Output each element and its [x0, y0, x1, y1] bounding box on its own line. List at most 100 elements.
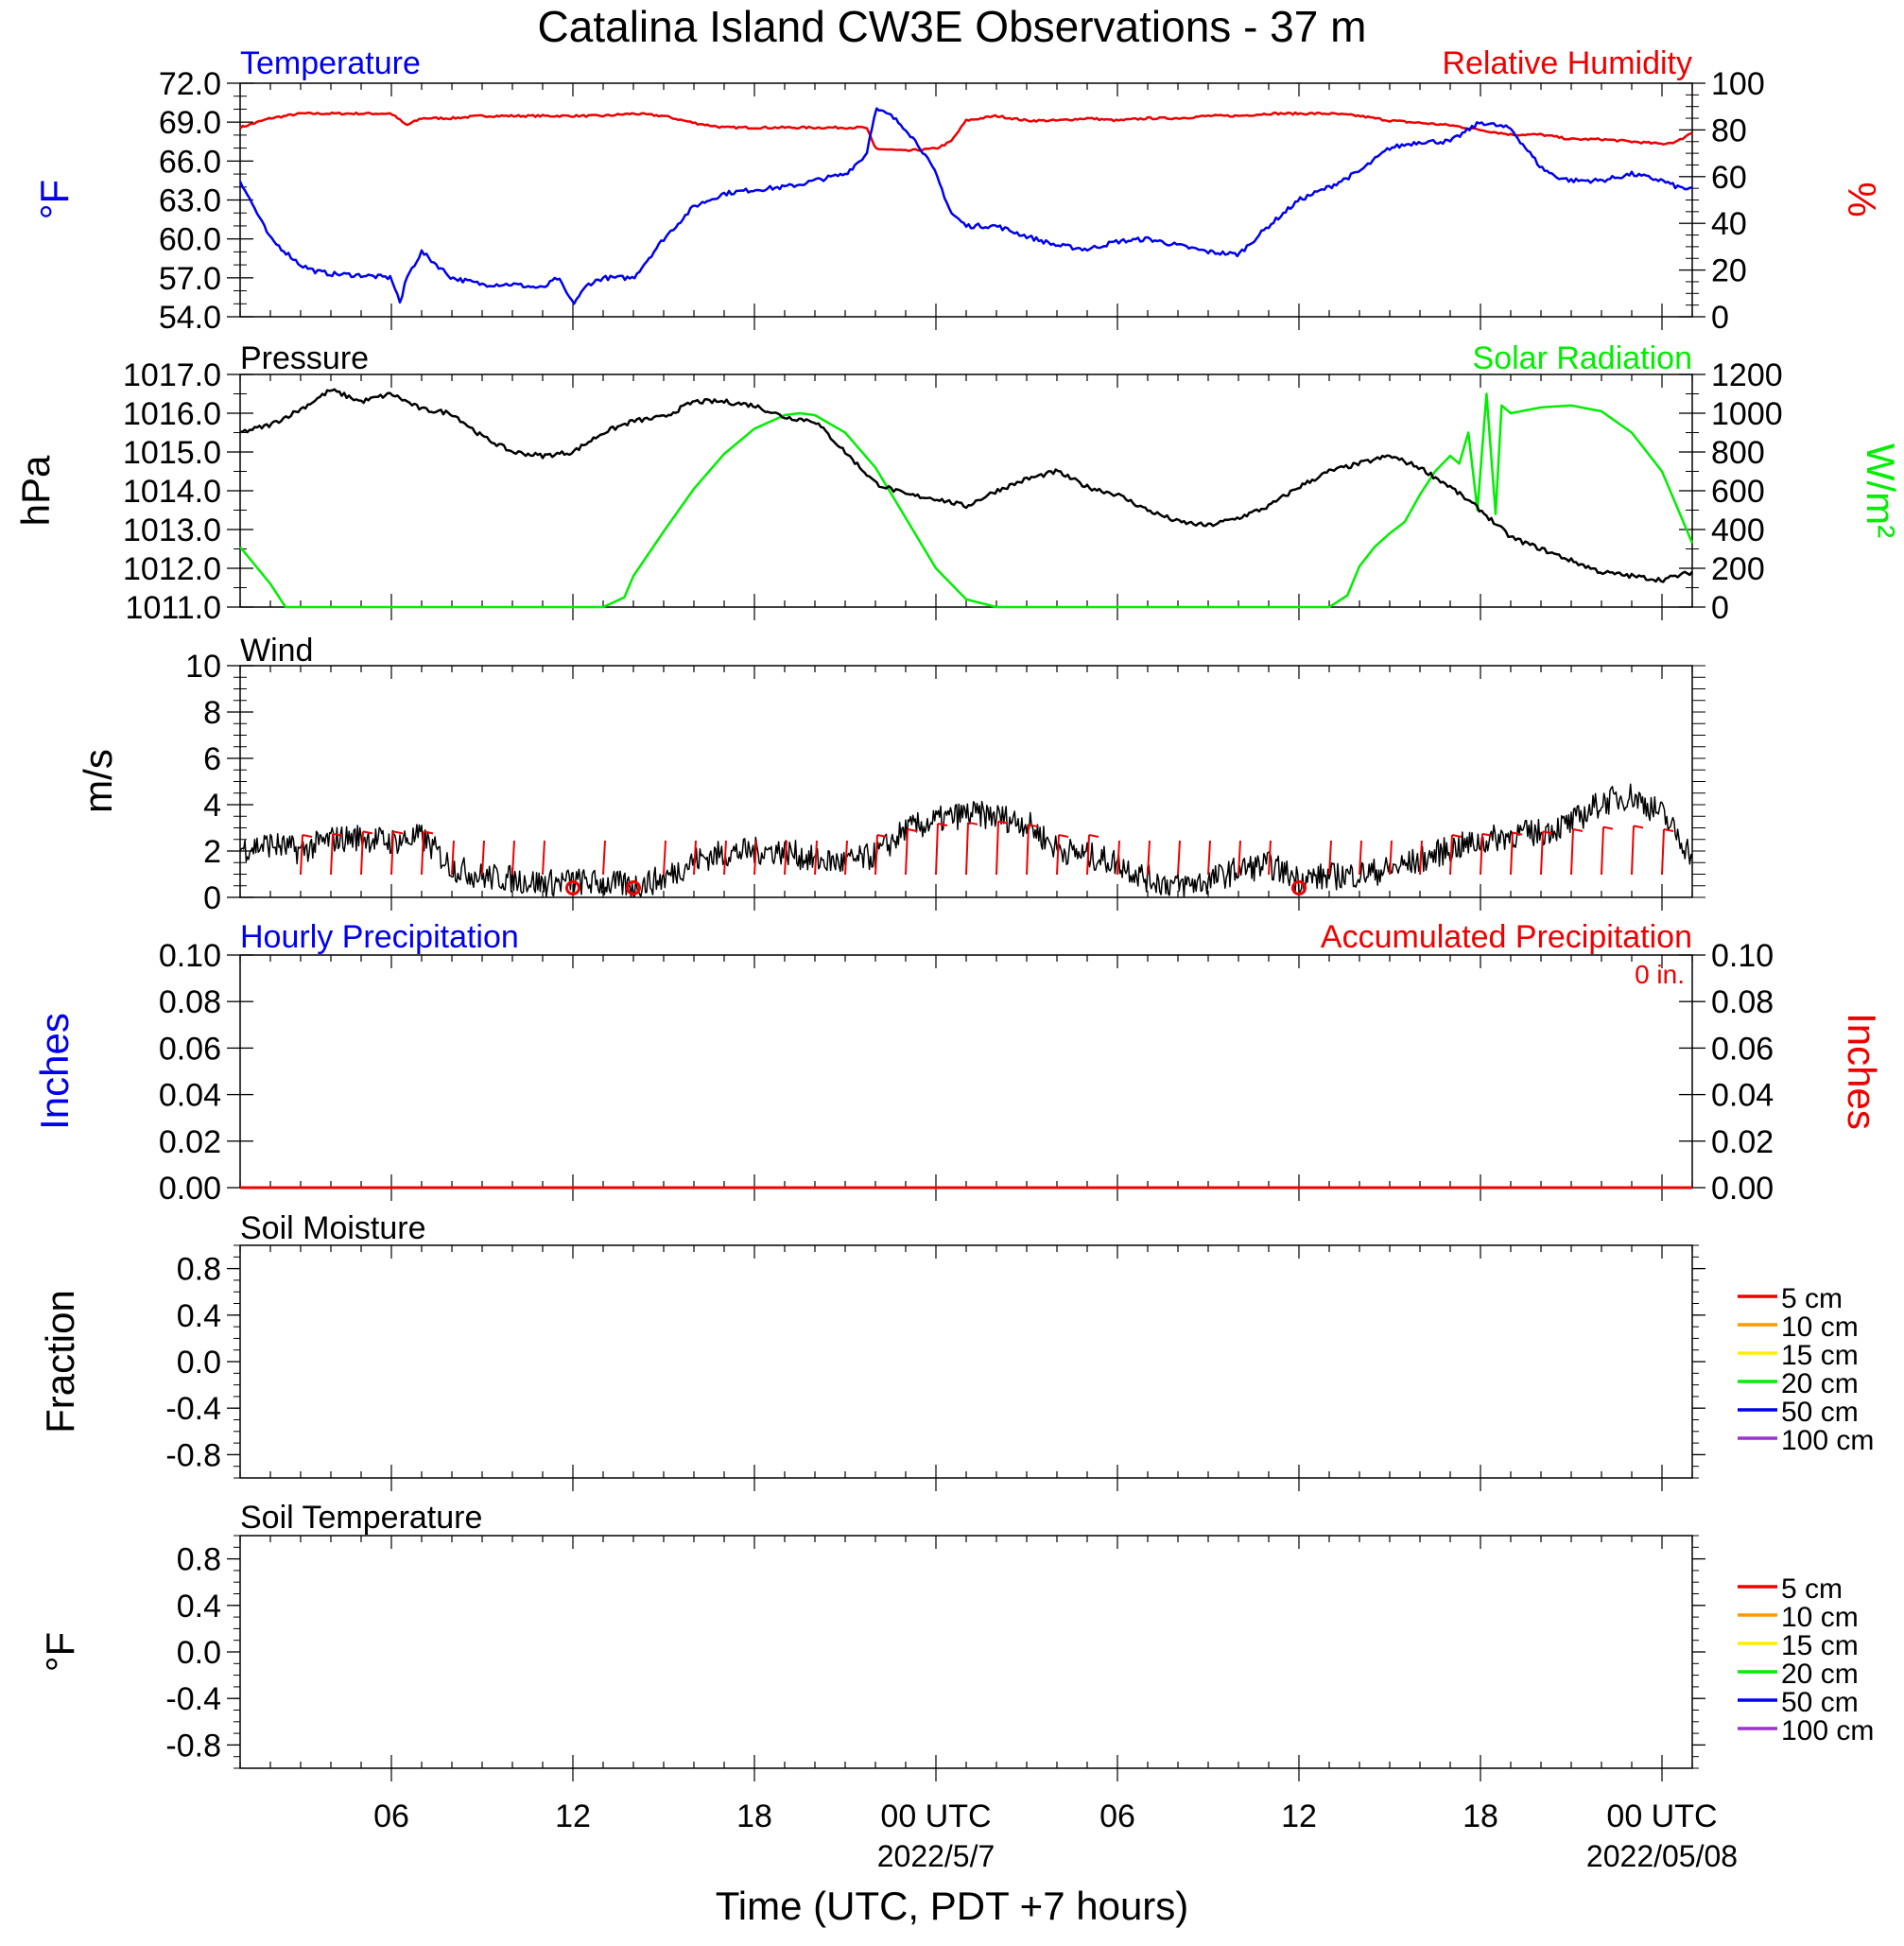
wind-barb-flag [423, 830, 434, 835]
accum-precip-unit: Inches [1840, 1013, 1884, 1130]
wind-barb-shaft [1480, 833, 1483, 876]
wind-barb-shaft [1510, 832, 1514, 876]
wind-barb-shaft [995, 821, 999, 876]
hourly-y-label: 0.08 [159, 984, 221, 1020]
wind-barb-shaft [753, 840, 757, 876]
x-tick-label: 00 UTC [880, 1798, 991, 1834]
wind-barb-flag [332, 832, 343, 837]
wind-barb-flag [302, 834, 313, 838]
rh-y-label: 100 [1711, 66, 1765, 102]
accum-y-label: 0.08 [1711, 984, 1774, 1020]
wind-barb-shaft [1086, 834, 1090, 876]
wind-barb-shaft [390, 831, 394, 876]
hourly-y-label: 0.04 [159, 1078, 221, 1114]
rh-y-label: 40 [1711, 206, 1747, 242]
pressure-y-label: 1017.0 [123, 357, 221, 393]
soil-moisture-unit: Fraction [38, 1290, 82, 1433]
x-tick-label: 06 [373, 1798, 409, 1834]
wind-barb-shaft [1328, 840, 1332, 876]
panels-group: Temperature Relative Humidity 72.069.066.0… [13, 45, 1903, 1873]
hourly-y-label: 0.00 [159, 1171, 221, 1207]
temperature-line [238, 107, 1693, 305]
wind-y-label: 2 [203, 834, 221, 870]
wind-barb-shaft [1449, 834, 1453, 876]
wind-barb-flag [1451, 834, 1463, 838]
humidity-unit: % [1840, 182, 1884, 217]
wind-barb-flag [997, 820, 1009, 825]
x-date-label: 2022/05/08 [1586, 1839, 1738, 1873]
temp-y-label: 69.0 [159, 105, 221, 141]
soil-temperature-legend-label: 100 cm [1781, 1715, 1874, 1746]
wind-barb-shaft [723, 840, 727, 876]
hourly-precip-title: Hourly Precipitation [240, 919, 519, 955]
solar-y-label: 600 [1711, 474, 1765, 510]
hourly-y-label: 0.10 [159, 938, 221, 974]
pressure-y-label: 1012.0 [123, 551, 221, 587]
wind-barb-shaft [663, 840, 666, 876]
soil-moisture-y-label: -0.4 [165, 1391, 221, 1427]
temp-y-label: 72.0 [159, 66, 221, 102]
pressure-y-label: 1015.0 [123, 435, 221, 471]
wind-barb-shaft [1116, 840, 1120, 876]
wind-title: Wind [240, 633, 313, 669]
temp-y-label: 57.0 [159, 261, 221, 297]
soil-temperature-y-label: 0.8 [177, 1542, 221, 1578]
accum-y-label: 0.10 [1711, 938, 1774, 974]
soil-temperature-legend-label: 15 cm [1781, 1630, 1859, 1661]
hourly-y-label: 0.06 [159, 1031, 221, 1067]
wind-barb-shaft [481, 840, 485, 876]
wind-barb-shaft [1359, 840, 1362, 876]
wind-barb-flag [1481, 832, 1493, 837]
wind-barb-flag [907, 828, 918, 832]
soil-moisture-legend-label: 15 cm [1781, 1340, 1859, 1371]
soil-moisture-y-label: 0.0 [177, 1345, 221, 1381]
soil-moisture-legend-label: 20 cm [1781, 1368, 1859, 1399]
rh-y-label: 80 [1711, 113, 1747, 148]
wind-y-label: 8 [203, 695, 221, 731]
humidity-line [239, 111, 1693, 152]
wind-barb-flag [1633, 825, 1644, 829]
temp-y-label: 54.0 [159, 300, 221, 336]
wind-y-label: 6 [203, 741, 221, 777]
pressure-unit: hPa [13, 455, 58, 526]
soil-temperature-legend-label: 5 cm [1781, 1573, 1843, 1605]
soil-moisture-legend-label: 10 cm [1781, 1312, 1859, 1343]
wind-barb-flag [1512, 831, 1523, 836]
wind-barb-shaft [935, 823, 939, 876]
soil-temperature-y-label: 0.4 [177, 1589, 221, 1625]
wind-barb-shaft [844, 840, 848, 876]
wind-barb-shaft [300, 834, 303, 876]
wind-barb-shaft [1238, 840, 1241, 876]
x-date-label: 2022/5/7 [877, 1839, 995, 1873]
wind-barb-shaft [511, 840, 515, 876]
wind-barb-shaft [814, 840, 818, 876]
wind-barb-shaft [1601, 826, 1604, 876]
accum-y-label: 0.06 [1711, 1031, 1774, 1067]
wind-barb-flag [362, 830, 373, 835]
humidity-title: Relative Humidity [1442, 45, 1692, 81]
x-axis-label: Time (UTC, PDT +7 hours) [716, 1884, 1189, 1928]
wind-barb-shaft [330, 833, 334, 876]
calm-wind-marker [565, 880, 580, 895]
wind-barb-shaft [1056, 834, 1060, 876]
wind-barb-shaft [1419, 840, 1423, 876]
accum-precip-value: 0 in. [1635, 960, 1685, 989]
wind-barb-shaft [905, 828, 909, 876]
solar-y-label: 800 [1711, 435, 1765, 471]
soil-temperature-legend-label: 10 cm [1781, 1602, 1859, 1633]
wind-y-label: 0 [203, 880, 221, 916]
wind-barb-flag [1028, 824, 1039, 828]
soil-moisture-legend-label: 5 cm [1781, 1283, 1843, 1314]
wind-barb-shaft [1147, 840, 1151, 876]
wind-barb-shaft [1661, 828, 1665, 876]
soil-moisture-legend-label: 50 cm [1781, 1397, 1859, 1428]
wind-barb-shaft [360, 831, 364, 876]
solar-y-label: 200 [1711, 551, 1765, 587]
solar-title: Solar Radiation [1473, 340, 1692, 376]
solar-y-label: 1000 [1711, 396, 1783, 432]
soil-moisture-y-label: 0.8 [177, 1252, 221, 1288]
accum-y-label: 0.02 [1711, 1124, 1774, 1160]
pressure-line [239, 388, 1693, 583]
temperature-title: Temperature [240, 45, 421, 81]
